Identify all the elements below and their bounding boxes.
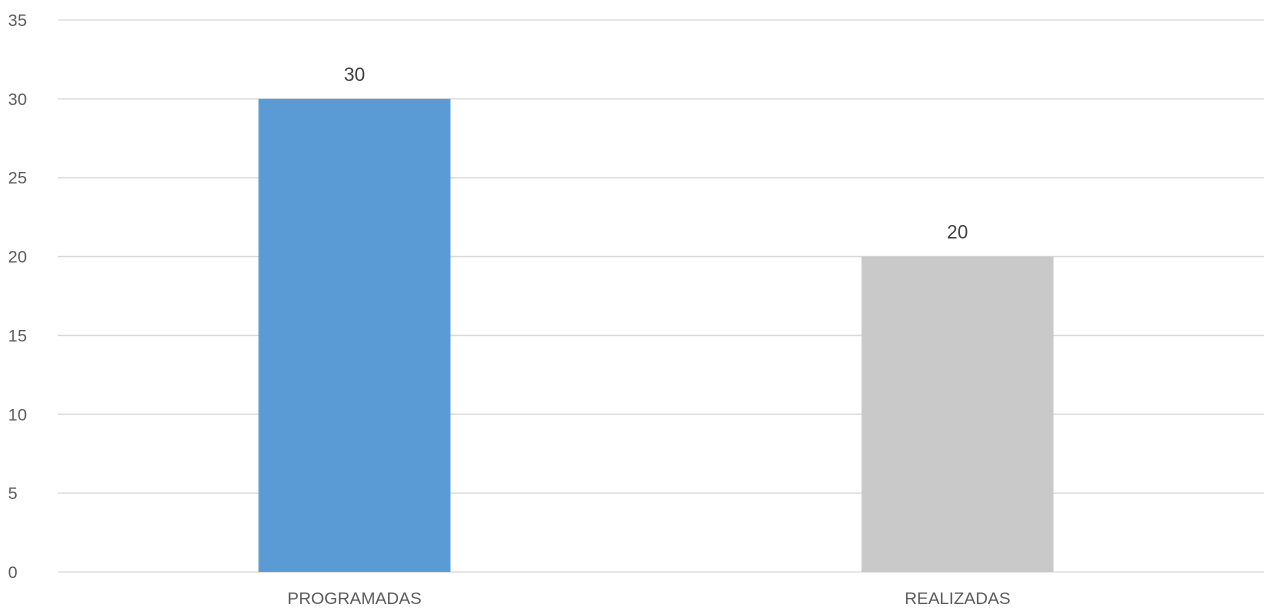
data-label-programadas: 30 [344,65,365,86]
x-axis-category-labels: PROGRAMADAS REALIZADAS [287,589,1010,608]
y-tick-label: 20 [8,248,27,267]
y-tick-label: 5 [8,484,17,503]
category-label-programadas: PROGRAMADAS [287,589,421,608]
y-tick-label: 30 [8,90,27,109]
bars [258,98,1054,572]
data-labels: 30 20 [344,65,968,244]
gridlines [58,19,1264,573]
y-axis-tick-labels: 0 5 10 15 20 25 30 35 [8,11,27,582]
y-tick-label: 0 [8,563,17,582]
category-label-realizadas: REALIZADAS [905,589,1011,608]
y-tick-label: 35 [8,11,27,30]
data-label-realizadas: 20 [947,223,968,244]
bar-realizadas [861,256,1054,572]
y-tick-label: 10 [8,405,27,424]
y-tick-label: 15 [8,326,27,345]
bar-programadas [258,98,451,572]
y-tick-label: 25 [8,169,27,188]
